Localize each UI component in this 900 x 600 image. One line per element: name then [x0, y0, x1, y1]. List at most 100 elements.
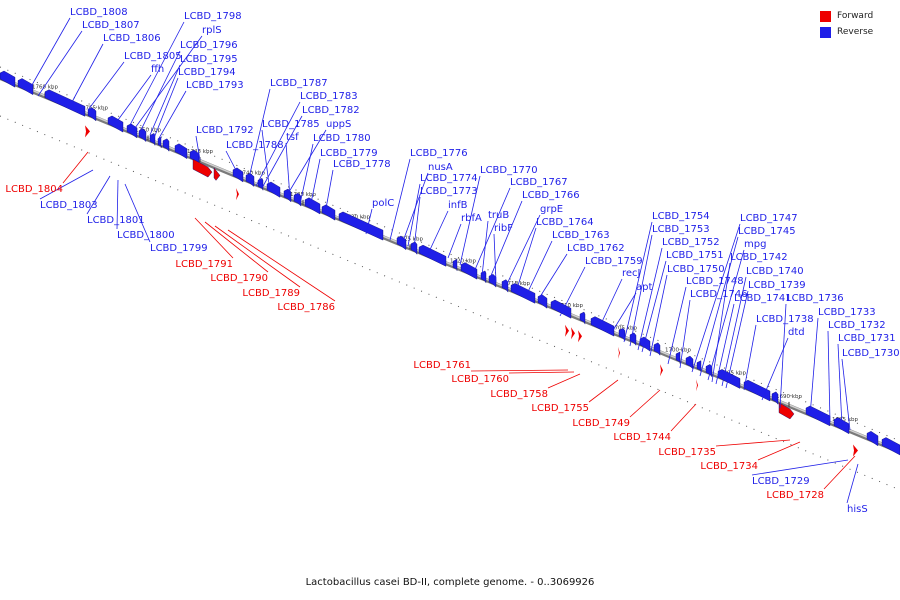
reverse-gene-label: recJ: [622, 268, 641, 279]
reverse-gene-label: LCBD_1801: [87, 215, 145, 226]
reverse-gene-label: LCBD_1796: [180, 40, 238, 51]
reverse-gene: [653, 342, 661, 356]
reverse-gene-label: LCBD_1766: [522, 190, 580, 201]
leader-line: [427, 210, 449, 255]
reverse-gene: [410, 241, 418, 255]
forward-small-gene: [853, 444, 858, 457]
reverse-gene: [149, 133, 156, 146]
leader-line: [324, 169, 334, 215]
reverse-gene: [293, 192, 302, 207]
leader-line: [129, 21, 185, 126]
forward-label: Forward: [837, 11, 874, 21]
reverse-gene-label: dtd: [788, 327, 805, 338]
reverse-gene-label: nusA: [428, 162, 453, 173]
leader-line: [116, 179, 119, 230]
leader-line: [667, 286, 687, 365]
reverse-gene-label: LCBD_1762: [567, 243, 625, 254]
forward-small-gene: [660, 364, 663, 377]
reverse-gene-label: LCBD_1792: [196, 125, 254, 136]
leader-line: [139, 50, 181, 133]
reverse-gene-label: LCBD_1788: [226, 140, 284, 151]
reverse-swatch: [820, 26, 831, 38]
forward-small-gene: [85, 125, 90, 138]
leader-line: [699, 236, 739, 377]
leader-line: [649, 274, 668, 357]
leader-line: [261, 129, 271, 193]
reverse-gene-label: LCBD_1736: [786, 293, 844, 304]
reverse-gene: [590, 316, 615, 337]
axis-tick-label: 1695 kbp: [720, 371, 746, 377]
leader-line: [247, 88, 271, 183]
legend-reverse: Reverse: [820, 24, 890, 40]
leader-line: [715, 439, 791, 447]
forward-gene-label: LCBD_1790: [210, 273, 268, 284]
axis-tick-label: 1685 kbp: [832, 417, 858, 423]
axis-tick-label: 1690 kbp: [776, 394, 802, 400]
leader-line: [846, 463, 859, 504]
axis-tick-label: 1755 kbp: [82, 105, 108, 111]
leader-line: [751, 459, 849, 476]
leader-line: [481, 220, 489, 277]
reverse-gene-label: LCBD_1803: [40, 200, 98, 211]
forward-small-gene: [571, 327, 575, 340]
leader-line: [86, 175, 111, 215]
leader-line: [707, 249, 745, 381]
reverse-gene: [696, 360, 702, 373]
leader-line: [134, 35, 203, 129]
reverse-gene-label: LCBD_1800: [117, 230, 175, 241]
reverse-gene: [17, 78, 34, 96]
reverse-gene-label: LCBD_1753: [652, 224, 710, 235]
forward-gene-label: LCBD_1755: [531, 403, 589, 414]
forward-gene: [192, 158, 213, 178]
reverse-gene-label: LCBD_1733: [818, 307, 876, 318]
leader-line: [547, 373, 581, 389]
axis-tick-label: 1730 kbp: [344, 214, 370, 220]
reverse-gene-label: LCBD_1798: [184, 11, 242, 22]
leader-line: [504, 214, 541, 289]
reverse-gene-label: LCBD_1740: [746, 266, 804, 277]
reverse-gene-label: uppS: [326, 119, 351, 130]
leader-line: [473, 187, 511, 273]
forward-gene-label: LCBD_1744: [613, 432, 671, 443]
reverse-gene-label: LCBD_1776: [410, 148, 468, 159]
forward-gene-label: LCBD_1786: [277, 302, 335, 313]
reverse-gene-label: mpg: [744, 239, 766, 250]
reverse-gene-label: LCBD_1808: [70, 7, 128, 18]
reverse-gene-label: LCBD_1745: [738, 226, 796, 237]
reverse-gene-label: LCBD_1785: [262, 119, 320, 130]
forward-small-gene: [618, 346, 620, 359]
leader-line: [37, 30, 83, 97]
reverse-gene-label: LCBD_1764: [536, 217, 594, 228]
leader-line: [62, 151, 89, 184]
axis-tick-label: 1715 kbp: [504, 281, 530, 287]
reverse-gene-label: LCBD_1730: [842, 348, 900, 359]
leader-line: [629, 234, 653, 347]
reverse-gene: [771, 391, 779, 405]
reverse-gene-label: LCBD_1770: [480, 165, 538, 176]
axis-tick-label: 1740 kbp: [239, 171, 265, 177]
reverse-gene: [833, 417, 850, 435]
reverse-gene: [629, 332, 637, 346]
reverse-gene: [107, 115, 124, 133]
leader-line: [779, 303, 787, 409]
axis-tick-label: 1705 kbp: [611, 325, 637, 331]
reverse-gene-label: LCBD_1752: [662, 237, 720, 248]
leader-line: [87, 61, 125, 111]
reverse-gene: [460, 262, 478, 280]
reverse-gene-label: LCBD_1731: [838, 333, 896, 344]
reverse-gene-label: LCBD_1793: [186, 80, 244, 91]
reverse-gene-label: LCBD_1782: [302, 105, 360, 116]
leader-line: [559, 266, 586, 317]
leader-line: [757, 441, 801, 461]
leader-line: [588, 379, 619, 403]
leader-line: [470, 369, 569, 372]
axis-tick-label: 1700 kbp: [665, 348, 691, 354]
reverse-gene-label: grpE: [540, 204, 563, 215]
reverse-gene-label: LCBD_1759: [585, 256, 643, 267]
forward-small-gene: [578, 330, 582, 343]
reverse-gene-label: LCBD_1746: [690, 289, 748, 300]
forward-gene-label: LCBD_1734: [700, 461, 758, 472]
reverse-gene-label: polC: [372, 198, 394, 209]
leader-line: [117, 74, 152, 121]
reverse-gene: [618, 327, 626, 342]
